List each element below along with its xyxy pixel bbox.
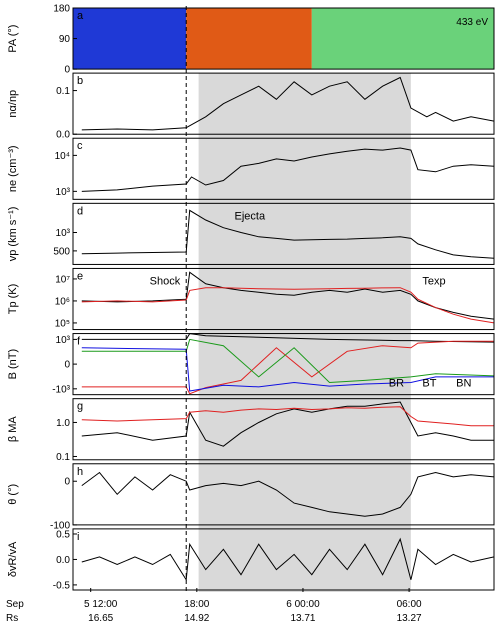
legend-texp: Texp <box>422 275 445 287</box>
xtick-label-rs: 13.71 <box>290 613 315 624</box>
panels-group: 433 eV 0 90 180 a PA (°) 0.0 0.1 b nα/np 10³ 10⁴ c ne… <box>7 4 495 593</box>
series-line-i-0 <box>81 537 495 582</box>
ytick-label: 0 <box>64 477 70 488</box>
ytick-label: 90 <box>59 34 71 45</box>
panel-d: 500 10³ d vp (km s⁻¹) Ejecta <box>7 202 495 265</box>
xtick-label-time: 06:00 <box>397 599 422 610</box>
time-axis: Sep Rs 5 12:00 16.65 18:00 14.92 6 00:00 13.7… <box>6 588 422 624</box>
series-line-b-0 <box>81 76 495 131</box>
ejecta-label: Ejecta <box>235 210 266 222</box>
ytick-label: 10³ <box>56 228 71 239</box>
ylabel-c: ne (cm⁻³) <box>7 145 19 192</box>
panel-i: -0.5 0.0 0.5 i δvR/vA <box>7 528 495 591</box>
ytick-label: 500 <box>53 246 70 257</box>
ytick-label: 10⁵ <box>55 318 70 329</box>
ylabel-h: θ (°) <box>7 484 19 505</box>
panel-a: 433 eV 0 90 180 a PA (°) <box>7 4 495 76</box>
ylabel-g: β MA <box>7 416 19 443</box>
series-line-f-0 <box>81 333 495 343</box>
ylabel-e: Tp (K) <box>7 284 19 315</box>
ytick-label: 0.1 <box>56 452 70 463</box>
panel-letter-d: d <box>77 205 83 217</box>
panel-letter-g: g <box>77 401 83 413</box>
ytick-label: -0.5 <box>53 580 71 591</box>
series-line-e-texp <box>81 287 495 324</box>
ytick-label: 0.1 <box>56 86 70 97</box>
panel-c: 10³ 10⁴ c ne (cm⁻³) <box>7 137 495 200</box>
heatmap-postshock-band <box>186 8 312 70</box>
panel-letter-e: e <box>77 270 83 282</box>
ytick-label: 0.0 <box>56 130 70 141</box>
series-line-g-ma <box>81 406 494 427</box>
legend-bn: BN <box>456 378 471 390</box>
xtick-label-time: 18:00 <box>184 599 209 610</box>
panel-frame <box>72 72 495 135</box>
ytick-label: -100 <box>50 520 70 531</box>
panel-frame <box>72 137 495 200</box>
series-line-e-0 <box>81 271 495 320</box>
xtick-label-rs: 16.65 <box>88 613 113 624</box>
ylabel-a: PA (°) <box>7 25 19 53</box>
series-line-f-bt <box>81 338 495 384</box>
heatmap-late-band <box>311 8 494 70</box>
time-axis-row2-label: Rs <box>6 613 18 624</box>
panel-b: 0.0 0.1 b nα/np <box>7 72 495 141</box>
panel-letter-i: i <box>77 531 79 543</box>
heatmap-preshock-band <box>73 8 187 70</box>
ytick-label: 10³ <box>56 187 71 198</box>
heatmap-energy-label: 433 eV <box>456 17 488 28</box>
panel-letter-a: a <box>77 10 84 22</box>
panel-frame <box>72 463 495 526</box>
ylabel-b: nα/np <box>7 90 19 118</box>
panel-e: 10⁵ 10⁶ 10⁷ e Tp (K) Texp Shock <box>7 267 495 331</box>
ytick-label: 0.0 <box>56 555 70 566</box>
ylabel-d: vp (km s⁻¹) <box>7 207 19 262</box>
panel-h: -100 0h θ (°) <box>7 463 495 531</box>
xtick-label-rs: 14.92 <box>184 613 209 624</box>
panel-f: -10³ 0 10³ f B (nT) BR BT BN <box>7 333 495 395</box>
panel-letter-b: b <box>77 75 83 87</box>
ytick-label: 10⁷ <box>55 274 70 285</box>
ytick-label: 10⁴ <box>55 151 70 162</box>
ytick-label: 10⁶ <box>55 296 70 307</box>
panel-letter-h: h <box>77 466 83 478</box>
ytick-label: -10³ <box>52 384 70 395</box>
ytick-label: 0 <box>64 360 70 371</box>
ylabel-i: δvR/vA <box>7 541 19 577</box>
series-line-h-0 <box>81 471 495 517</box>
ytick-label: 180 <box>53 4 70 15</box>
xtick-label-time: 5 12:00 <box>84 599 118 610</box>
panel-letter-f: f <box>77 336 81 348</box>
ylabel-f: B (nT) <box>7 349 19 380</box>
ytick-label: 0 <box>64 65 70 76</box>
panel-g: 0.1 1.0 g β MA <box>7 398 495 463</box>
shock-label: Shock <box>150 275 181 287</box>
ytick-label: 10³ <box>56 335 71 346</box>
ytick-label: 1.0 <box>56 418 70 429</box>
series-line-c-0 <box>81 147 495 192</box>
legend-bt: BT <box>422 378 436 390</box>
time-axis-row1-label: Sep <box>6 599 24 610</box>
xtick-label-rs: 13.27 <box>397 613 422 624</box>
series-line-g- <box>81 401 494 447</box>
legend-br: BR <box>389 378 404 390</box>
xtick-label-time: 6 00:00 <box>286 599 320 610</box>
ytick-label: 0.5 <box>56 529 70 540</box>
panel-letter-c: c <box>77 140 83 152</box>
panel-frame <box>72 398 495 461</box>
series-line-f-bn <box>81 347 494 392</box>
series-line-f-br <box>81 340 494 395</box>
series-line-d-0 <box>81 209 495 259</box>
panel-frame <box>72 267 495 331</box>
panel-frame <box>72 202 495 265</box>
